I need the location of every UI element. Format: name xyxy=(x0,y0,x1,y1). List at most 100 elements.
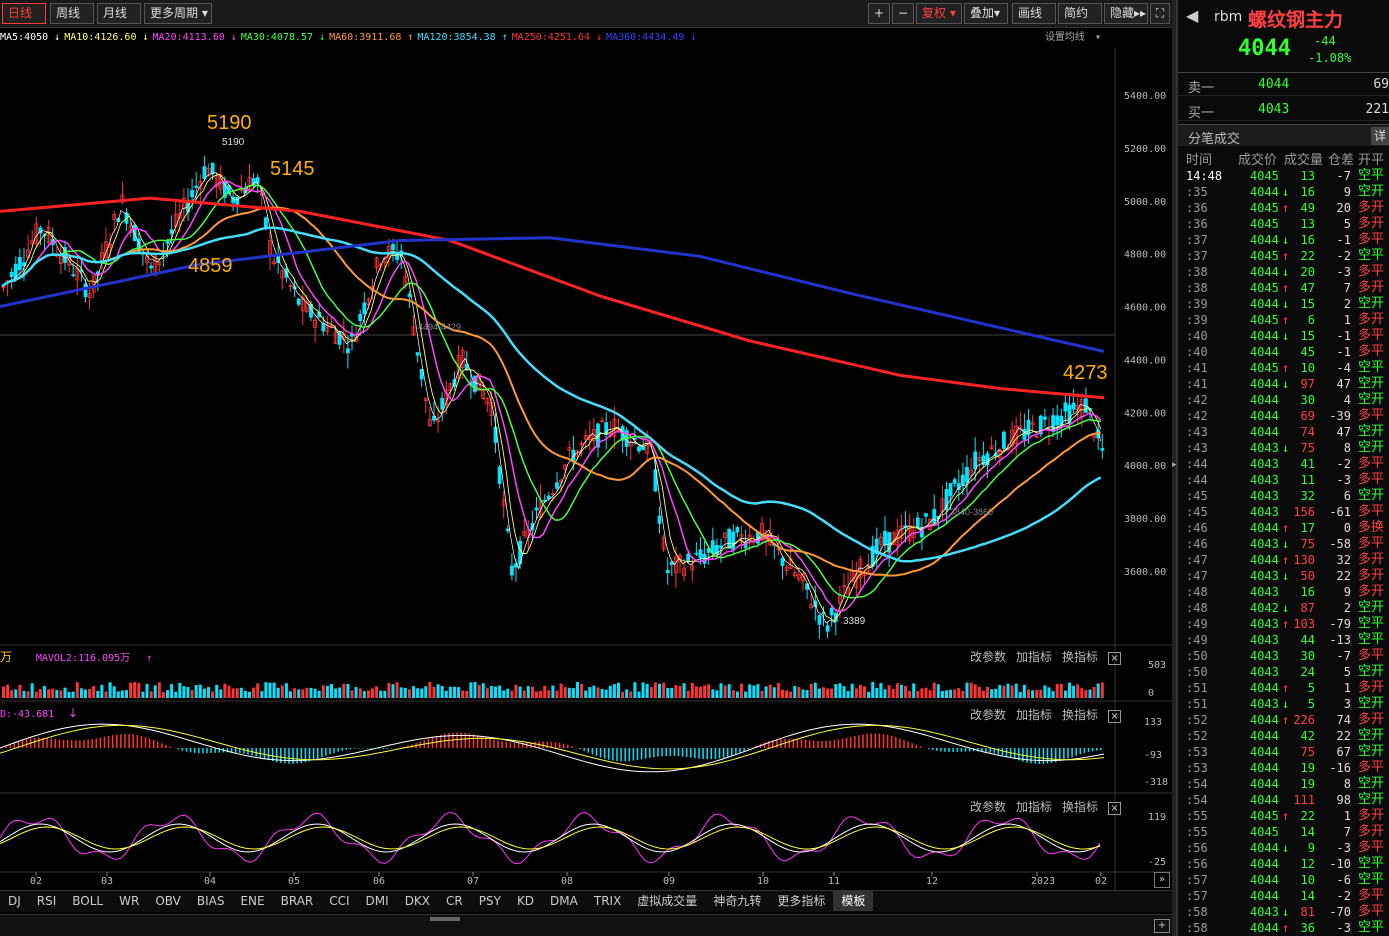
collapse-arrow-icon[interactable]: ▸ xyxy=(1172,460,1177,470)
indicator-tab-kd[interactable]: KD xyxy=(516,894,535,908)
indicator-tab-dmi[interactable]: DMI xyxy=(365,894,389,908)
scroll-thumb[interactable] xyxy=(430,917,460,921)
switch-indicator-button[interactable]: 换指标 xyxy=(1062,800,1099,814)
macd-axis-label: -93 xyxy=(1144,750,1162,761)
high2-annotation: 5145 xyxy=(270,158,315,180)
switch-indicator-button[interactable]: 换指标 xyxy=(1062,708,1099,722)
tick-row: :55 4045 ↑ 22 1 多开 xyxy=(1178,808,1389,824)
tab-monthly[interactable]: 月线 xyxy=(97,3,141,24)
close-icon[interactable]: × xyxy=(1108,652,1122,665)
prev-symbol-icon[interactable]: ◀ xyxy=(1186,6,1199,25)
indicator-tab-rsi[interactable]: RSI xyxy=(36,894,57,908)
indicator-tab-dkx[interactable]: DKX xyxy=(404,894,431,908)
tick-row: :58 4044 ↑ 36 -3 空平 xyxy=(1178,920,1389,936)
tick-volume: 41 xyxy=(1300,457,1315,471)
tick-volume: 87 xyxy=(1300,601,1315,615)
tick-row: 14:48 4045 13 -7 空平 xyxy=(1178,168,1389,184)
candle-body xyxy=(1067,404,1072,425)
candle-body xyxy=(825,625,830,632)
volume-bar xyxy=(260,691,264,698)
indicator-tab-ene[interactable]: ENE xyxy=(240,894,265,908)
candle-body xyxy=(157,261,162,266)
volume-bar xyxy=(133,682,137,698)
simple-mode-button[interactable]: 简约 xyxy=(1058,3,1102,24)
indicator-tab-psy[interactable]: PSY xyxy=(478,894,501,908)
indicator-tab-brar[interactable]: BRAR xyxy=(280,894,314,908)
tick-open-close: 多平 xyxy=(1358,648,1385,663)
indicator-tab-模板[interactable]: 模板 xyxy=(833,891,874,911)
volume-bar xyxy=(949,689,953,698)
volume-bar xyxy=(153,685,157,698)
tick-volume: 81 xyxy=(1300,905,1315,919)
volume-bar xyxy=(858,684,862,698)
price-tick-label: 4400.00 xyxy=(1124,355,1166,366)
expand-icon[interactable]: + xyxy=(1154,919,1170,933)
edit-params-button[interactable]: 改参数 xyxy=(970,800,1007,814)
indicator-tab-wr[interactable]: WR xyxy=(119,894,140,908)
tick-oi-change: 2 xyxy=(1343,601,1351,615)
indicator-tab-dma[interactable]: DMA xyxy=(550,894,578,908)
zoom-out-button[interactable]: − xyxy=(892,3,914,24)
indicator-tab-虚拟成交量[interactable]: 虚拟成交量 xyxy=(637,894,698,908)
close-icon[interactable]: × xyxy=(1108,802,1122,815)
volume-bar xyxy=(981,690,985,698)
candle-body xyxy=(304,301,309,313)
indicator-tab-dj[interactable]: DJ xyxy=(8,894,21,908)
tick-row: :44 4043 41 -2 多平 xyxy=(1178,456,1389,472)
volume-bar xyxy=(362,691,366,698)
tick-arrow: ↑ xyxy=(1282,809,1290,823)
overlay-dropdown[interactable]: 叠加▾ xyxy=(964,3,1008,24)
tick-open-close: 多换 xyxy=(1358,520,1385,535)
ticks-list[interactable]: 14:48 4045 13 -7 空平:35 4044 ↓ 16 9 空开:36 4045 ↑ 49 20… xyxy=(1178,168,1389,936)
more-periods-dropdown[interactable]: 更多周期 ▾ xyxy=(144,3,212,24)
indicator-tab-trix[interactable]: TRIX xyxy=(593,894,622,908)
tick-volume: 15 xyxy=(1300,329,1315,343)
ticks-title: 分笔成交 xyxy=(1188,132,1241,147)
indicator-tab-更多指标[interactable]: 更多指标 xyxy=(777,894,826,908)
set-ma-button[interactable]: 设置均线 ▾ xyxy=(1045,28,1105,48)
tick-arrow: ↓ xyxy=(1282,841,1290,855)
indicator-tab-obv[interactable]: OBV xyxy=(155,894,181,908)
indicator-tab-cci[interactable]: CCI xyxy=(329,894,350,908)
tick-open-close: 空平 xyxy=(1358,856,1385,871)
volume-bar xyxy=(703,685,707,698)
candle-body xyxy=(501,499,506,507)
tab-weekly[interactable]: 周线 xyxy=(50,3,94,24)
ask-row: 卖一 4044 69 xyxy=(1178,74,1389,96)
tick-row: :38 4044 ↓ 20 -3 多平 xyxy=(1178,264,1389,280)
tab-daily[interactable]: 日线 xyxy=(2,3,46,24)
ticks-columns: 时间 成交价 成交量 仓差 开平 xyxy=(1178,148,1389,168)
tick-open-close: 空开 xyxy=(1358,664,1385,679)
panel-splitter[interactable] xyxy=(1172,0,1176,936)
tick-arrow: ↓ xyxy=(1282,537,1290,551)
adjust-rights-dropdown[interactable]: 复权 ▾ xyxy=(916,3,962,24)
add-indicator-button[interactable]: 加指标 xyxy=(1016,800,1053,814)
fullscreen-icon[interactable]: ⛶ xyxy=(1150,3,1170,24)
volume-bar xyxy=(395,682,399,698)
zoom-in-button[interactable]: + xyxy=(868,3,890,24)
volume-bar xyxy=(448,686,452,698)
indicator-tab-神奇九转[interactable]: 神奇九转 xyxy=(713,894,762,908)
close-icon[interactable]: × xyxy=(1108,710,1122,723)
switch-indicator-button[interactable]: 换指标 xyxy=(1062,650,1099,664)
scroll-right-icon[interactable]: » xyxy=(1154,872,1170,888)
add-indicator-button[interactable]: 加指标 xyxy=(1016,650,1053,664)
volume-bar xyxy=(84,689,87,698)
edit-params-button[interactable]: 改参数 xyxy=(970,708,1007,722)
edit-params-button[interactable]: 改参数 xyxy=(970,650,1007,664)
tick-oi-change: -58 xyxy=(1329,537,1351,551)
hide-button[interactable]: 隐藏▸▸ xyxy=(1104,3,1148,24)
draw-line-button[interactable]: 画线 xyxy=(1012,3,1056,24)
indicator-tab-bias[interactable]: BIAS xyxy=(196,894,225,908)
indicator-tab-boll[interactable]: BOLL xyxy=(72,894,104,908)
chart-scrollbar[interactable]: + xyxy=(0,914,1172,936)
tick-open-close: 空平 xyxy=(1358,168,1385,183)
tick-arrow: ↓ xyxy=(1282,233,1290,247)
month-label: 09 xyxy=(663,876,675,887)
indicator-tab-cr[interactable]: CR xyxy=(446,894,463,908)
kline-chart-area[interactable]: 5400.00 5200.00 5000.00 4800.00 4600.00 4400.… xyxy=(0,48,1172,890)
detail-button[interactable]: 详 xyxy=(1371,127,1389,145)
add-indicator-button[interactable]: 加指标 xyxy=(1016,708,1053,722)
candle-body xyxy=(899,525,904,540)
volume-bar xyxy=(977,686,981,698)
